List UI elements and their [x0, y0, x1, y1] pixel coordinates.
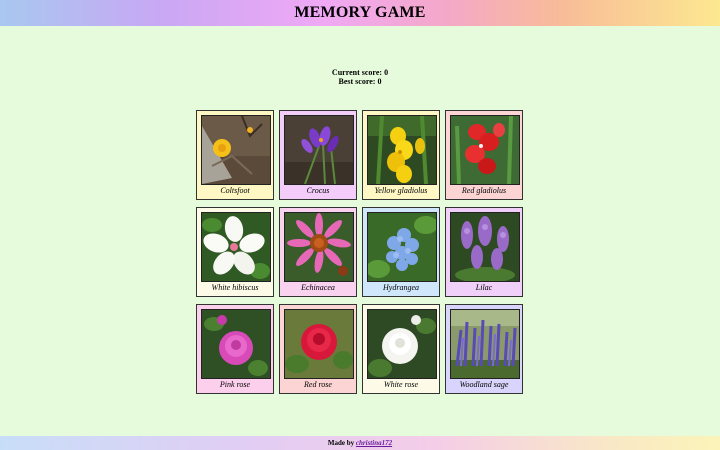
- footer-bar: Made by christina172: [0, 436, 720, 450]
- score-panel: Current score: 0 Best score: 0: [0, 68, 720, 86]
- white-rose-photo: [367, 309, 437, 379]
- card-label: Woodland sage: [459, 380, 509, 389]
- card-label: White rose: [383, 380, 419, 389]
- coltsfoot-photo: [201, 115, 271, 185]
- author-link[interactable]: christina172: [355, 439, 393, 447]
- current-score-label: Current score:: [331, 68, 383, 77]
- card-label: Red gladiolus: [461, 186, 507, 195]
- card-coltsfoot[interactable]: Coltsfoot: [196, 110, 274, 200]
- card-label: Red rose: [304, 380, 332, 389]
- page-title: MEMORY GAME: [294, 4, 426, 21]
- best-score-label: Best score:: [338, 77, 376, 86]
- current-score: Current score: 0: [0, 68, 720, 77]
- card-label: Lilac: [475, 283, 493, 292]
- card-echinacea[interactable]: Echinacea: [279, 207, 357, 297]
- best-score-value: 0: [377, 77, 382, 86]
- white-hibiscus-photo: [201, 212, 271, 282]
- red-gladiolus-photo: [450, 115, 520, 185]
- card-label: Coltsfoot: [220, 186, 250, 195]
- yellow-gladiolus-photo: [367, 115, 437, 185]
- crocus-photo: [284, 115, 354, 185]
- card-hydrangea[interactable]: Hydrangea: [362, 207, 440, 297]
- best-score: Best score: 0: [0, 77, 720, 86]
- woodland-sage-photo: [450, 309, 520, 379]
- card-label: Echinacea: [301, 283, 335, 292]
- card-crocus[interactable]: Crocus: [279, 110, 357, 200]
- card-red-rose[interactable]: Red rose: [279, 304, 357, 394]
- lilac-photo: [450, 212, 520, 282]
- card-label: Pink rose: [219, 380, 251, 389]
- current-score-value: 0: [384, 68, 389, 77]
- card-pink-rose[interactable]: Pink rose: [196, 304, 274, 394]
- card-label: Crocus: [306, 186, 330, 195]
- card-red-gladiolus[interactable]: Red gladiolus: [445, 110, 523, 200]
- card-white-rose[interactable]: White rose: [362, 304, 440, 394]
- red-rose-photo: [284, 309, 354, 379]
- card-lilac[interactable]: Lilac: [445, 207, 523, 297]
- card-yellow-gladiolus[interactable]: Yellow gladiolus: [362, 110, 440, 200]
- card-grid: Coltsfoot Crocus: [196, 110, 523, 394]
- footer-prefix: Made by: [327, 439, 355, 447]
- card-woodland-sage[interactable]: Woodland sage: [445, 304, 523, 394]
- card-white-hibiscus[interactable]: White hibiscus: [196, 207, 274, 297]
- card-label: White hibiscus: [211, 283, 259, 292]
- hydrangea-photo: [367, 212, 437, 282]
- card-label: Hydrangea: [383, 283, 419, 292]
- echinacea-photo: [284, 212, 354, 282]
- card-label: Yellow gladiolus: [374, 186, 428, 195]
- header-bar: MEMORY GAME: [0, 0, 720, 26]
- pink-rose-photo: [201, 309, 271, 379]
